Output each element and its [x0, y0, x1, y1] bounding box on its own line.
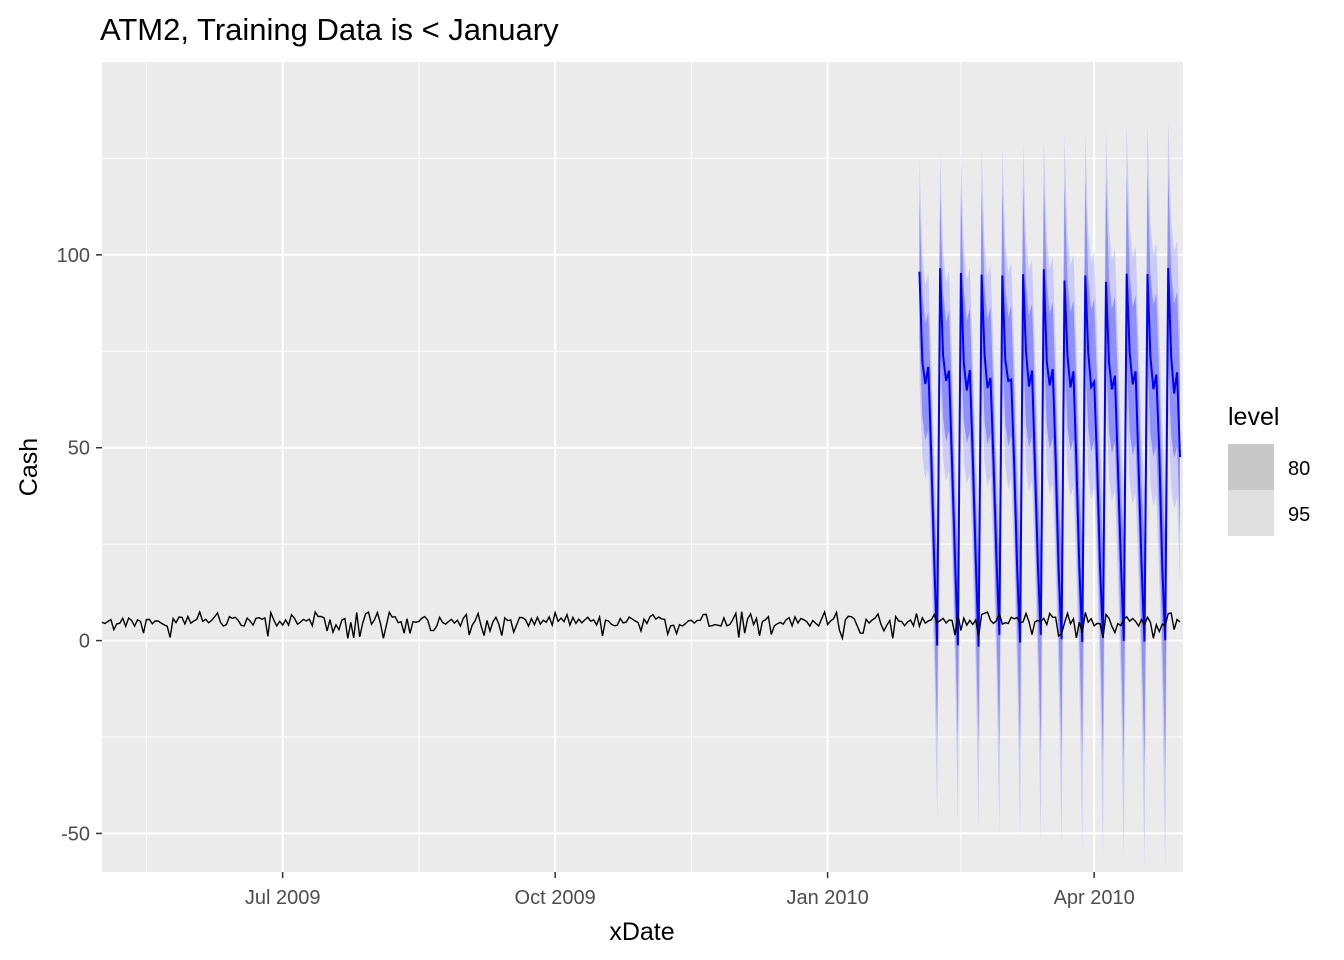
legend-key-95 [1228, 490, 1274, 536]
y-axis-title: Cash [15, 438, 43, 496]
x-tick-label: Jan 2010 [786, 887, 868, 909]
legend-title: level [1228, 403, 1279, 431]
forecast-band-80 [919, 171, 1180, 769]
legend-label-95: 95 [1288, 504, 1310, 526]
forecast-mean-line [918, 267, 1181, 647]
y-tick-label: -50 [61, 823, 90, 845]
axis-ticks: 100 50 0 -50 Jul 2009 Oct 2009 Jan 2010 Apr 201… [57, 245, 1135, 909]
legend-entries: 80 95 [1228, 444, 1310, 536]
major-gridlines [102, 62, 1183, 872]
x-tick-label: Jul 2009 [245, 887, 321, 909]
actual-series-line [101, 609, 1181, 641]
legend-key-80 [1228, 444, 1274, 490]
forecast-layer [918, 120, 1181, 871]
y-tick-label: 50 [68, 438, 90, 460]
x-tick-label: Apr 2010 [1054, 887, 1135, 909]
x-axis-title: xDate [609, 918, 674, 946]
chart-title: ATM2, Training Data is < January [100, 12, 559, 47]
legend-label-80: 80 [1288, 458, 1310, 480]
x-tick-label: Oct 2009 [515, 887, 596, 909]
y-tick-label: 100 [57, 245, 90, 267]
actual-layer [101, 609, 1181, 641]
legend: level 80 95 [1228, 403, 1310, 536]
y-tick-label: 0 [79, 631, 90, 653]
